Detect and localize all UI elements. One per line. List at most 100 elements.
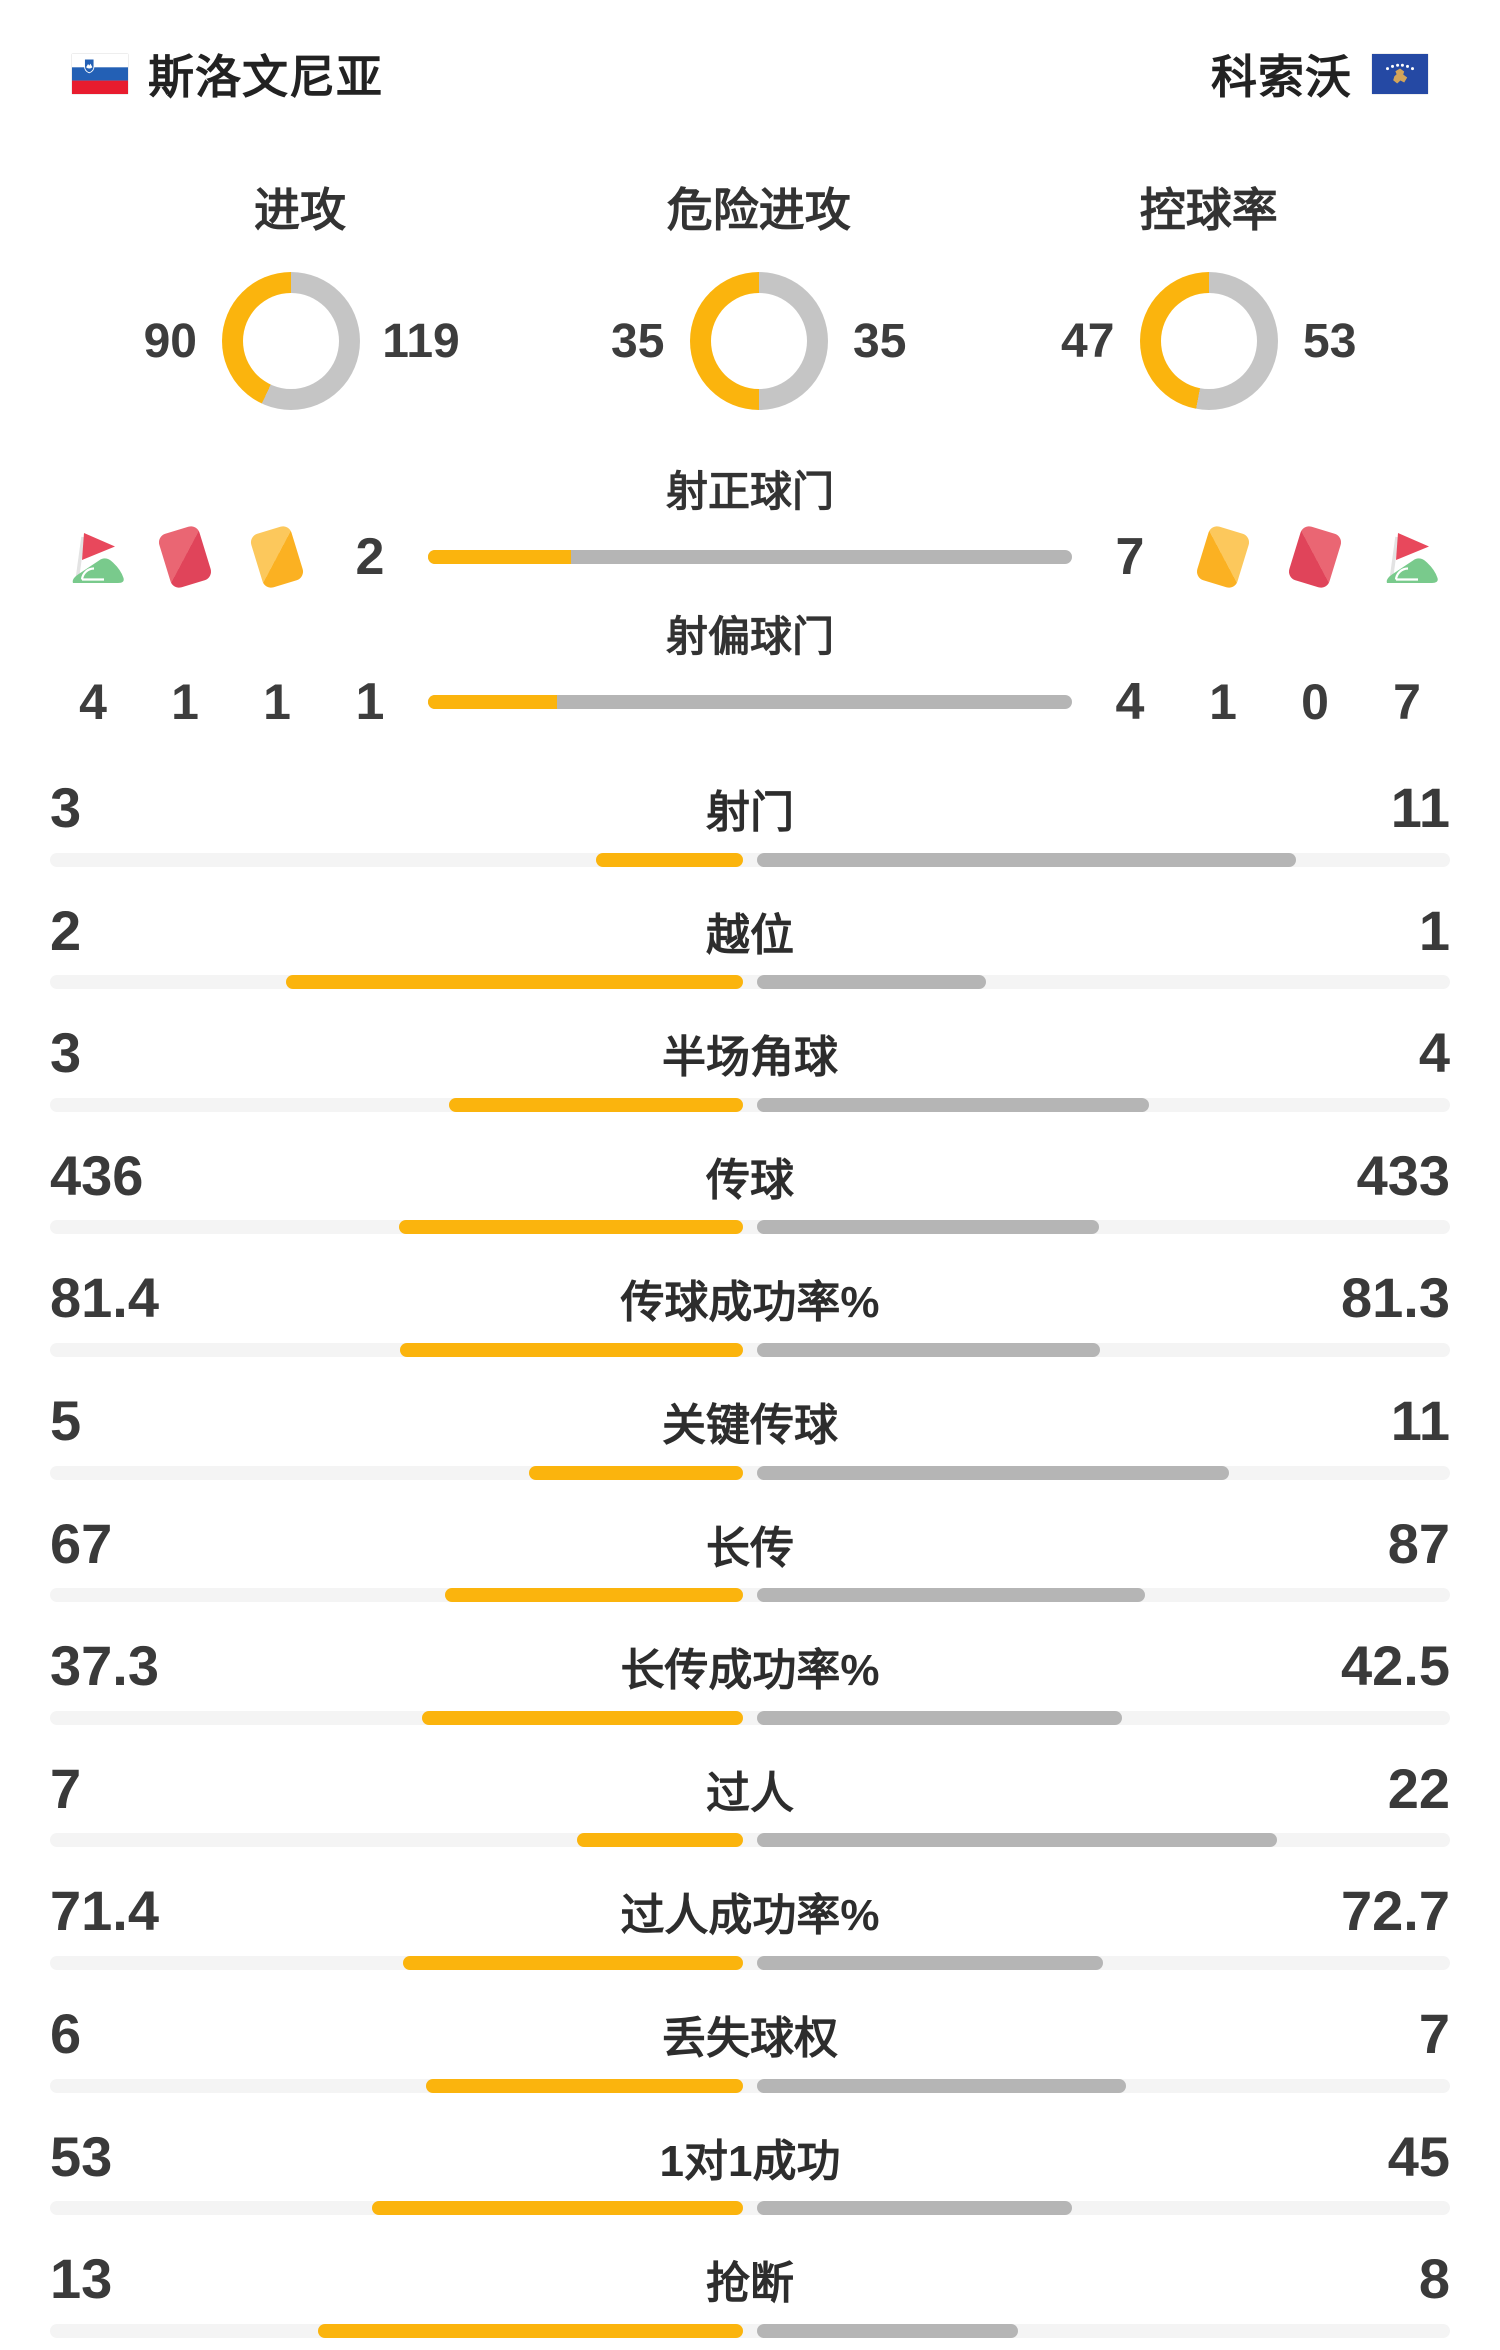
stat-bar-home-fill [372, 2201, 743, 2216]
stat-away-value: 433 [1356, 1143, 1450, 1207]
stat-bar-track [50, 2201, 1450, 2216]
stat-row: 3 射门 11 [50, 780, 1450, 867]
stat-label: 半场角球 [662, 1033, 838, 1083]
home-discipline-counts: 4 1 1 [50, 673, 320, 731]
stat-bar-track [50, 1833, 1450, 1848]
stat-home-value: 6 [50, 2001, 82, 2065]
corner-flag-icon [72, 533, 124, 583]
shots-off-target-away-value: 4 [1115, 673, 1145, 731]
stat-home-value: 13 [50, 2247, 113, 2311]
shots-off-target-home-value: 1 [355, 673, 385, 731]
stat-bar-home-fill [285, 975, 743, 990]
stat-row: 13 抢断 8 [50, 2251, 1450, 2338]
home-team-name: 斯洛文尼亚 [148, 51, 383, 103]
home-red-cards-count: 1 [171, 674, 199, 730]
stat-bar-away-fill [757, 1710, 1123, 1725]
shots-on-target-row: 2 7 [50, 524, 1450, 590]
stat-bar-track [50, 2078, 1450, 2093]
stat-bar-track [50, 1097, 1450, 1112]
stat-away-value: 42.5 [1341, 1634, 1450, 1698]
stat-away-value: 45 [1387, 2124, 1450, 2188]
donut-group-dangerous-attacks: 危险进攻 35 35 [608, 174, 910, 410]
stat-home-value: 37.3 [50, 1634, 159, 1698]
stat-away-value: 87 [1387, 1511, 1450, 1575]
donut-title: 控球率 [1139, 184, 1278, 236]
stat-row: 37.3 长传成功率% 42.5 [50, 1638, 1450, 1725]
stat-bar-home-fill [449, 1097, 743, 1112]
stat-bar-track [50, 1588, 1450, 1603]
stat-bar-track [50, 1342, 1450, 1357]
red-card-icon [156, 524, 214, 590]
stat-home-value: 67 [50, 1511, 113, 1575]
stat-away-value: 72.7 [1341, 1879, 1450, 1943]
stat-bar-home-fill [422, 1710, 743, 1725]
stat-bar-away-fill [757, 1342, 1100, 1357]
stat-bar-away-fill [757, 975, 986, 990]
stat-bar-away-fill [757, 1220, 1099, 1235]
shots-off-target-title: 射偏球门 [665, 613, 834, 660]
stat-label: 丢失球权 [662, 2013, 838, 2063]
stat-bar-home-fill [318, 2323, 743, 2338]
shots-off-target-row: 4 1 1 1 4 1 0 7 [50, 670, 1450, 734]
stat-away-value: 8 [1418, 2247, 1450, 2311]
stat-bar-away-fill [757, 2201, 1072, 2216]
donut-hole [243, 293, 340, 389]
stat-home-value: 3 [50, 776, 82, 839]
away-team-name: 科索沃 [1211, 51, 1352, 103]
stat-bar-home-fill [528, 1465, 743, 1480]
stat-row: 67 长传 87 [50, 1511, 1450, 1603]
stat-home-value: 53 [50, 2124, 113, 2188]
stat-bar-track [50, 1220, 1450, 1235]
stat-bar-track [50, 975, 1450, 990]
stat-label: 射门 [706, 788, 794, 837]
stat-row: 2 越位 1 [50, 902, 1450, 990]
donut-hole [1160, 293, 1257, 389]
stat-away-value: 7 [1418, 2001, 1450, 2065]
shots-on-target-title: 射正球门 [665, 468, 834, 515]
stat-away-value: 11 [1390, 776, 1450, 839]
stat-home-value: 7 [50, 1756, 82, 1820]
away-discipline-counts: 1 0 7 [1180, 673, 1450, 731]
stat-row: 7 过人 22 [50, 1756, 1450, 1848]
stat-bar-home-fill [399, 1342, 743, 1357]
donut-away-value: 119 [382, 314, 460, 368]
shots-off-target-bar [428, 695, 1072, 709]
away-yellow-cards-count: 1 [1209, 674, 1237, 730]
away-discipline-icons [1180, 524, 1450, 590]
stat-bar-home-fill [403, 1955, 743, 1970]
donut-away-value: 53 [1303, 314, 1357, 368]
stat-bar-home-fill [398, 1220, 743, 1235]
yellow-card-icon [248, 524, 306, 590]
donut-home-value: 47 [1061, 314, 1115, 368]
stat-row: 3 半场角球 4 [50, 1025, 1450, 1112]
slovenia-flag-icon [72, 54, 128, 94]
stat-bar-home-fill [596, 852, 743, 867]
stat-row: 53 1对1成功 45 [50, 2124, 1450, 2216]
stat-label: 传球成功率% [620, 1278, 880, 1328]
home-discipline-icons [50, 524, 320, 590]
stat-away-value: 81.3 [1341, 1266, 1450, 1330]
stat-away-value: 11 [1390, 1388, 1450, 1452]
donut-home-value: 35 [611, 314, 665, 368]
stat-bar-away-fill [757, 1955, 1104, 1970]
stat-bar-away-fill [757, 1588, 1145, 1603]
shots-on-target-bar [428, 550, 1072, 564]
stat-label: 关键传球 [662, 1400, 838, 1450]
shots-on-target-away-value: 7 [1115, 528, 1145, 586]
red-card-icon [1286, 524, 1344, 590]
stat-row: 81.4 传球成功率% 81.3 [50, 1270, 1450, 1357]
stat-bar-home-fill [426, 2078, 743, 2093]
donut-group-possession: 控球率 47 53 [1058, 174, 1360, 410]
shots-section: 射正球门 2 7 [0, 458, 1500, 734]
stat-home-value: 3 [50, 1021, 82, 1085]
stat-label: 长传成功率% [620, 1646, 880, 1696]
stat-row: 71.4 过人成功率% 72.7 [50, 1883, 1450, 1970]
stat-label: 过人成功率% [620, 1891, 880, 1941]
shots-on-target-home-value: 2 [355, 528, 385, 586]
away-team: 科索沃 [1211, 41, 1428, 107]
stat-bar-away-fill [757, 1833, 1278, 1848]
stat-bar-away-fill [757, 1097, 1149, 1112]
away-corners-count: 7 [1393, 674, 1421, 730]
stat-bar-away-fill [757, 852, 1296, 867]
donut-chart-attacks [222, 272, 361, 410]
